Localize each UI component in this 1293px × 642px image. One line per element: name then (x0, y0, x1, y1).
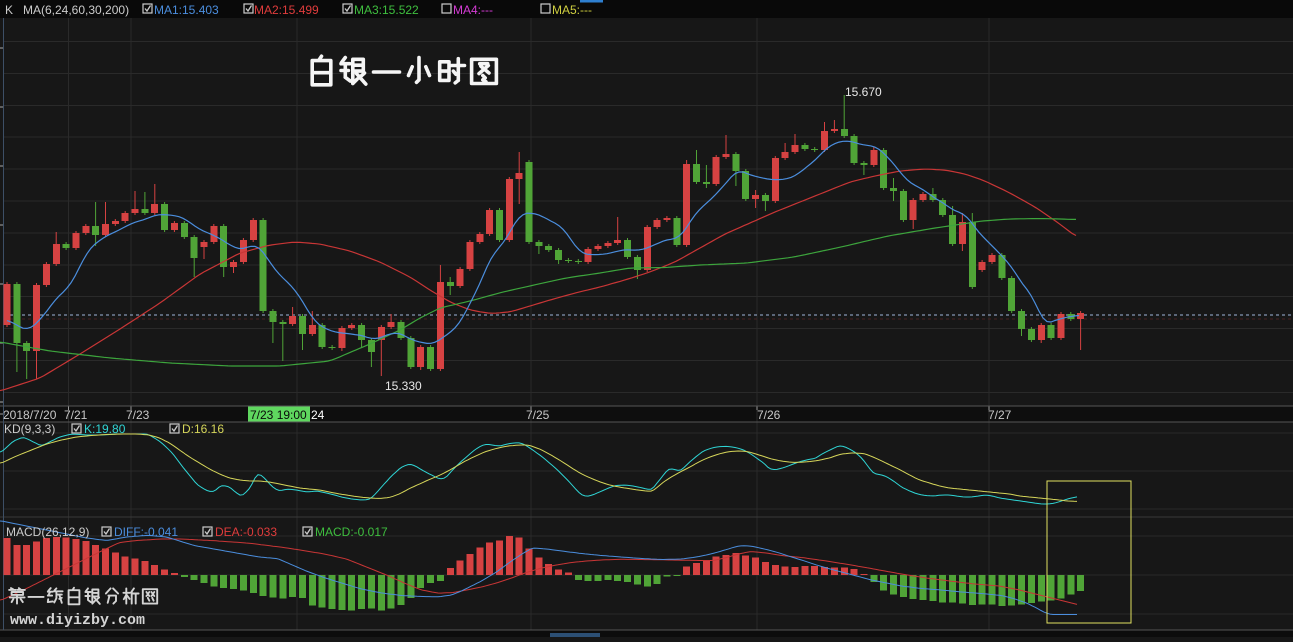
svg-text:DIFF:-0.041: DIFF:-0.041 (114, 525, 178, 539)
svg-text:K: K (5, 3, 13, 17)
svg-text:7/26: 7/26 (757, 408, 781, 422)
svg-text:MA4:---: MA4:--- (453, 3, 493, 17)
svg-text:www.diyizby.com: www.diyizby.com (10, 612, 145, 629)
svg-text:7/23: 7/23 (126, 408, 150, 422)
svg-text:MA5:---: MA5:--- (552, 3, 592, 17)
svg-text:KD(9,3,3): KD(9,3,3) (4, 422, 55, 436)
svg-text:24: 24 (311, 408, 325, 422)
svg-text:MA1:15.403: MA1:15.403 (154, 3, 219, 17)
svg-text:15.330: 15.330 (385, 379, 422, 393)
svg-text:7/23 19:00: 7/23 19:00 (250, 408, 307, 422)
svg-text:7/21: 7/21 (64, 408, 88, 422)
svg-text:2018/7/20: 2018/7/20 (3, 408, 57, 422)
svg-text:MA2:15.499: MA2:15.499 (254, 3, 319, 17)
svg-text:MACD(26,12,9): MACD(26,12,9) (6, 525, 89, 539)
svg-text:15.670: 15.670 (845, 85, 882, 99)
svg-text:DEA:-0.033: DEA:-0.033 (215, 525, 277, 539)
svg-text:7/27: 7/27 (988, 408, 1012, 422)
svg-text:K:19.80: K:19.80 (84, 422, 126, 436)
svg-text:7/25: 7/25 (526, 408, 550, 422)
svg-text:MA(6,24,60,30,200): MA(6,24,60,30,200) (23, 3, 129, 17)
svg-text:MACD:-0.017: MACD:-0.017 (315, 525, 388, 539)
svg-text:MA3:15.522: MA3:15.522 (354, 3, 419, 17)
svg-text:D:16.16: D:16.16 (182, 422, 224, 436)
